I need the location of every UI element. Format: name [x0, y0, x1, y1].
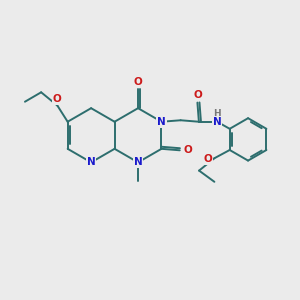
Text: N: N [134, 158, 142, 167]
Text: N: N [87, 158, 95, 167]
Text: O: O [183, 145, 192, 155]
Text: O: O [134, 77, 142, 87]
Text: O: O [52, 94, 61, 104]
Text: O: O [193, 90, 202, 100]
Text: N: N [157, 117, 166, 127]
Text: O: O [203, 154, 212, 164]
Text: H: H [214, 109, 221, 118]
Text: N: N [213, 117, 221, 127]
